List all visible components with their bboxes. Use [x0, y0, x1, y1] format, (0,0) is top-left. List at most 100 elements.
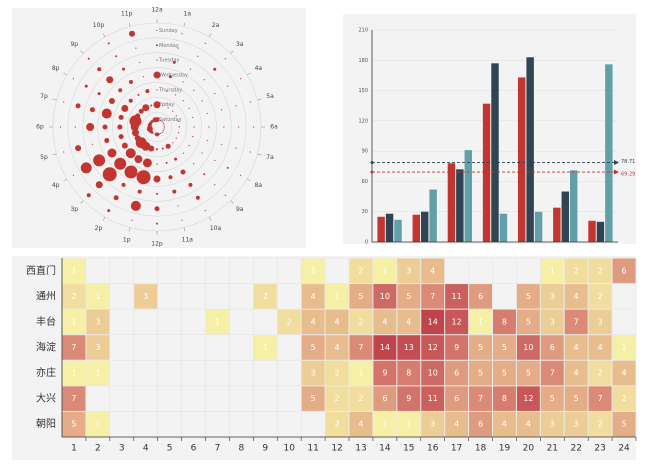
punch-dot — [223, 126, 225, 128]
punch-dot — [137, 189, 142, 194]
cell-label: 3 — [574, 420, 579, 429]
punch-dot — [177, 132, 180, 134]
cell-label: 4 — [574, 292, 579, 301]
x-tick-label: 16 — [427, 444, 439, 454]
punch-dot — [177, 47, 179, 49]
heat-cell — [349, 335, 373, 360]
cell-label: 6 — [454, 369, 459, 378]
cell-label: 6 — [550, 343, 555, 352]
cell-label: 4 — [334, 343, 339, 352]
angle-label: 6a — [270, 124, 278, 131]
cell-label: 8 — [502, 317, 507, 326]
punch-dot — [192, 116, 194, 118]
punch-dot — [113, 195, 119, 201]
heat-cell — [421, 309, 445, 335]
punch-dot — [201, 100, 203, 102]
punch-dot — [156, 44, 158, 47]
heat-cell — [373, 335, 397, 360]
heat-cell — [373, 309, 397, 335]
punch-dot — [181, 219, 183, 221]
x-tick-label: 5 — [167, 444, 173, 454]
angle-label: 11a — [182, 237, 194, 244]
cell-label: 11 — [452, 292, 462, 301]
punch-dot — [72, 174, 74, 176]
punch-dot — [175, 137, 177, 139]
cell-label: 7 — [598, 394, 603, 403]
punch-dot — [163, 128, 165, 130]
cell-label: 7 — [71, 394, 76, 403]
bar — [482, 103, 491, 242]
heat-cell — [62, 284, 86, 309]
heat-cell — [253, 284, 277, 309]
punch-dot — [175, 115, 177, 117]
angle-label: 12a — [151, 7, 163, 14]
angle-label: 7a — [266, 154, 274, 161]
cell-label: 3 — [550, 292, 555, 301]
heat-cell — [469, 335, 492, 360]
angle-tick — [80, 50, 84, 54]
x-tick-label: 10 — [283, 444, 295, 454]
punch-dot — [87, 57, 90, 60]
cell-label: 2 — [334, 394, 339, 403]
cell-label: 2 — [358, 266, 363, 275]
heat-cell — [612, 360, 636, 386]
heat-cell — [564, 411, 588, 437]
heat-cell — [62, 309, 86, 335]
punch-dot — [213, 67, 217, 71]
bar — [517, 77, 526, 242]
x-tick-label: 2 — [95, 444, 101, 454]
y-tick-label: 210 — [358, 28, 368, 34]
heat-cell — [325, 335, 349, 360]
heat-cell — [564, 309, 588, 335]
x-tick-label: 23 — [594, 444, 605, 454]
heat-cell — [588, 309, 612, 335]
row-label: 大兴 — [36, 392, 56, 405]
cell-label: 4 — [502, 420, 507, 429]
heat-cell — [445, 284, 469, 309]
x-tick-label: 17 — [451, 444, 462, 454]
ring — [141, 111, 173, 143]
cell-label: 5 — [311, 394, 316, 403]
x-tick-label: 7 — [215, 444, 221, 454]
cell-label: 1 — [382, 266, 387, 275]
heat-cell — [421, 360, 445, 386]
angle-tick — [246, 72, 251, 76]
radius-label: Tuesday — [158, 58, 179, 64]
angle-label: 7p — [40, 93, 48, 100]
cell-label: 3 — [430, 420, 435, 429]
punch-dot — [203, 79, 205, 81]
cell-label: 7 — [574, 317, 579, 326]
radius-label: Wednesday — [159, 73, 188, 79]
punch-dot — [142, 104, 150, 112]
mark-line-start — [370, 170, 374, 174]
heat-cell — [206, 309, 229, 335]
heat-cell — [62, 258, 86, 284]
punch-dot — [204, 210, 206, 212]
heat-cell — [397, 386, 421, 411]
y-tick-label: 150 — [358, 88, 368, 94]
punch-dot — [139, 61, 141, 64]
cell-label: 7 — [478, 394, 483, 403]
heat-cell — [493, 411, 516, 437]
bar — [526, 57, 534, 242]
angle-label: 1p — [123, 237, 131, 244]
heat-cell — [62, 360, 86, 386]
punch-dot — [134, 135, 141, 142]
punch-dot — [162, 130, 165, 132]
cell-label: 5 — [550, 394, 555, 403]
cell-label: 4 — [430, 266, 435, 275]
punch-dot — [193, 126, 195, 128]
heat-cell — [540, 360, 564, 386]
cell-label: 4 — [382, 317, 387, 326]
y-tick-label: 30 — [362, 209, 368, 215]
radius-label: Sunday — [159, 28, 178, 34]
heat-cell — [301, 335, 325, 360]
angle-tick — [63, 178, 68, 182]
punch-dot — [206, 112, 208, 115]
punch-dot — [182, 152, 184, 154]
punch-dot — [118, 114, 124, 120]
heat-cell — [516, 284, 540, 309]
radius-label: Saturday — [159, 117, 182, 123]
heat-cell — [564, 335, 588, 360]
cell-label: 1 — [71, 266, 76, 275]
